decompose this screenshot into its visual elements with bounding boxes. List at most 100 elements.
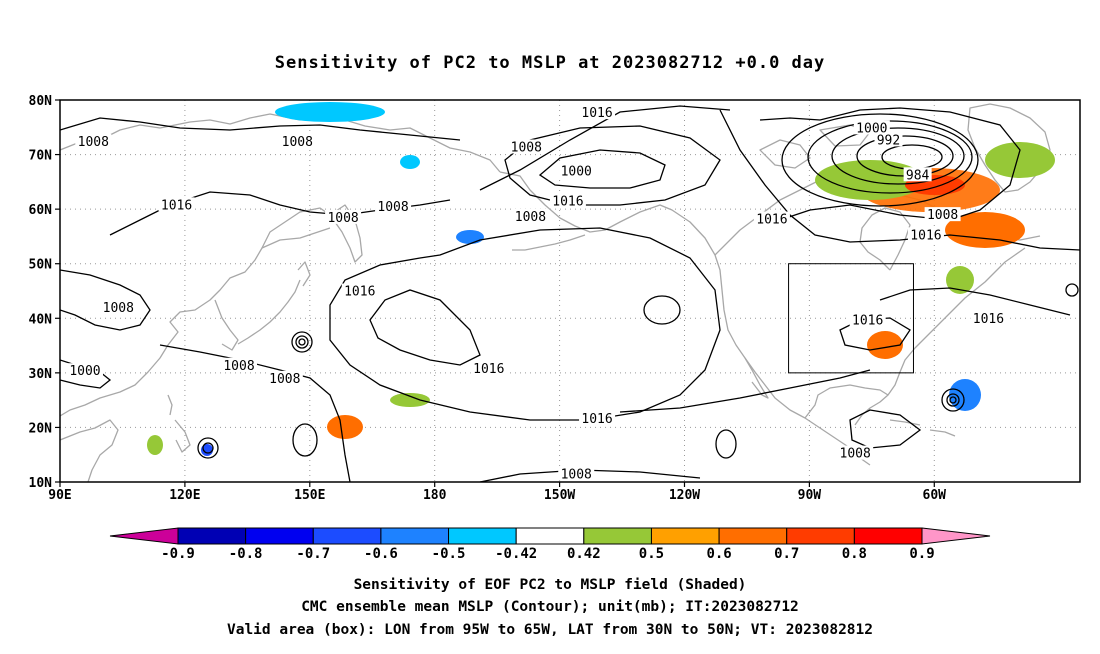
colorbar-swatch <box>312 527 382 545</box>
caption-line-1: Sensitivity of EOF PC2 to MSLP field (Sh… <box>354 577 747 593</box>
contour-label-bg <box>837 445 874 460</box>
contour-low-epac <box>715 429 737 459</box>
contour-label: 1008 <box>327 211 358 226</box>
contour-label-bg <box>75 134 112 149</box>
contour-low-1000 <box>781 113 979 207</box>
contour-label-bg <box>874 132 903 147</box>
contour-1008-atlantic <box>759 107 1021 221</box>
contour-label-bg <box>549 193 586 208</box>
contour-label-bg <box>279 134 316 149</box>
contour-label: 1008 <box>78 135 109 150</box>
contour-label-bg <box>924 207 961 222</box>
contour-label: 1008 <box>269 372 300 387</box>
contour-label-bg <box>558 163 595 178</box>
contour-label: 1008 <box>515 210 546 225</box>
coastline-gulf <box>804 384 889 426</box>
coastline-okhotsk <box>261 227 331 249</box>
contour-tc-atl-ring-1 <box>941 388 965 412</box>
mslp-contours <box>60 105 1080 482</box>
contour-label-bg <box>849 312 886 327</box>
contour-label: 1016 <box>552 195 583 210</box>
contour-typhoon-ring-1 <box>291 331 313 353</box>
contour-label: 1008 <box>927 208 958 223</box>
contour-label-bg <box>66 363 103 378</box>
shade-positive-sea-green <box>147 435 163 455</box>
map-content: 1008 1008 1016 1008 1000 1000 992 984 1016 1008 10… <box>60 100 1080 482</box>
colorbar-swatch <box>245 527 314 545</box>
colorbar-swatch <box>853 527 923 545</box>
colorbar-swatch <box>786 527 855 545</box>
lon-tick-label: 150E <box>294 488 325 503</box>
shade-negative-bermuda <box>949 379 981 411</box>
coastline-us-east <box>887 247 1026 396</box>
contour-label: 1016 <box>852 313 883 328</box>
colorbar-label: -0.9 <box>161 546 195 562</box>
coastline-philippines <box>167 394 191 453</box>
contour-label: 1008 <box>561 467 592 482</box>
lon-tick-label: 90E <box>48 488 71 503</box>
shade-positive-east-coast-green <box>946 266 974 294</box>
contour-label-bg <box>853 120 890 135</box>
contour-label-bg <box>512 208 549 223</box>
sensitivity-shading <box>147 102 1055 456</box>
coastline-baja <box>744 357 769 399</box>
coastline-aleutians <box>512 234 586 251</box>
contour-label: 1016 <box>973 312 1004 327</box>
colorbar-swatch <box>583 527 652 545</box>
shade-positive-pacific <box>327 415 363 439</box>
contour-label-bg <box>325 209 362 224</box>
contour-low-996 <box>807 120 973 194</box>
contour-1008-wpac <box>159 344 351 482</box>
contour-label: 1008 <box>282 135 313 150</box>
shade-negative-aleutian <box>456 230 484 244</box>
contour-label-bg <box>341 283 378 298</box>
colorbar: -0.9 -0.8 -0.7 -0.6 -0.5 -0.42 0.42 0.5 0.6 0.7 0.… <box>109 527 991 562</box>
contour-1016-atlantic <box>719 109 1080 251</box>
contour-label-bg <box>221 357 258 372</box>
lon-tick-label: 60W <box>923 488 947 503</box>
colorbar-extend-low <box>109 527 179 545</box>
contour-label-bg <box>903 167 932 182</box>
lon-tick-label: 180 <box>423 488 447 503</box>
shade-negative-siberia <box>400 155 420 169</box>
contour-label: 992 <box>877 133 900 148</box>
contour-label-bg <box>907 227 944 242</box>
contour-1008-bering <box>504 125 721 206</box>
contour-label-bg <box>579 105 616 120</box>
coastline-hudson <box>859 207 911 271</box>
contour-1016-west-high <box>369 289 481 366</box>
contour-typhoon-ring-3 <box>298 338 306 346</box>
contour-high-1024 <box>643 295 681 325</box>
contour-low-992 <box>831 127 965 185</box>
contour-low-right-edge <box>1065 283 1079 297</box>
contour-label-bg <box>970 310 1007 325</box>
contour-label: 1016 <box>473 362 504 377</box>
coastline-indochina <box>60 419 119 482</box>
lat-tick-label: 50N <box>29 258 53 273</box>
colorbar-label: 0.5 <box>639 546 664 562</box>
contour-1016-atl-high <box>879 287 1071 316</box>
colorbar-swatch <box>515 527 585 545</box>
contour-label: 1016 <box>161 198 192 213</box>
contour-label-bg <box>558 466 595 481</box>
contour-label: 1008 <box>840 447 871 462</box>
contour-tc-atl-ring-2 <box>946 393 960 407</box>
lat-tick-label: 70N <box>29 149 53 164</box>
contour-tc-atl-ring-3 <box>949 396 957 404</box>
shade-positive-pacific-green <box>390 393 430 407</box>
lat-tick-label: 80N <box>29 94 53 109</box>
colorbar-swatch <box>718 527 788 545</box>
contour-label-bg <box>158 197 195 212</box>
coastline-greenland <box>967 103 1051 193</box>
valid-area-box <box>788 263 914 374</box>
coastlines <box>60 103 1051 482</box>
contour-label: 1016 <box>756 213 787 228</box>
map-frame <box>59 99 1081 483</box>
contour-label: 1016 <box>344 285 375 300</box>
contour-1016-pacific-north <box>479 105 731 191</box>
colorbar-label: 0.6 <box>706 546 731 562</box>
colorbar-label: 0.9 <box>909 546 934 562</box>
shade-positive-east-coast <box>867 331 903 359</box>
